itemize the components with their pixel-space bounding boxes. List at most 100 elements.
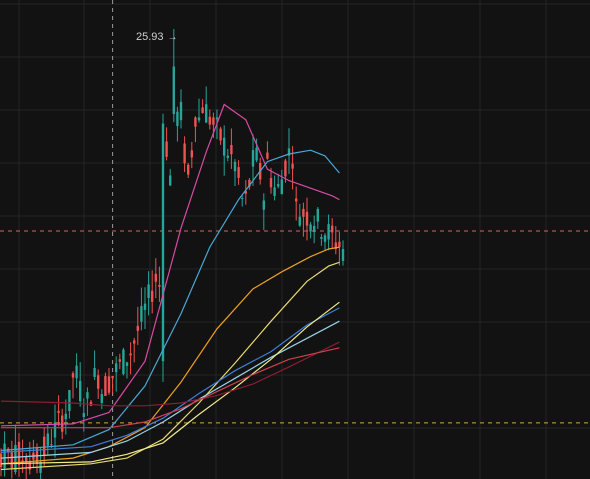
candle-body [194,117,197,127]
candle-body [201,107,204,113]
arrow-right-icon: → [167,32,178,43]
candle-body [143,303,147,310]
candle-body [295,198,298,202]
candle-body [251,150,255,167]
candle-body [100,394,103,403]
candle-body [341,249,345,261]
candle-body [14,444,17,473]
candle-body [179,101,183,121]
indicator-line-7 [0,301,340,465]
candle-body [244,191,247,194]
candle-body [327,224,330,240]
candle-body [122,349,125,375]
candle-body [338,241,341,248]
peak-price-value: 25.93 [136,31,164,43]
candle-body [212,117,215,125]
candle-body [334,242,337,249]
candle-body [187,164,190,175]
candle-body [118,359,121,362]
candle-body [287,148,291,156]
candle-body [309,224,312,232]
candle-body [136,325,139,331]
candle-body [291,163,294,169]
candle-body [237,167,240,178]
candle-body [82,413,85,417]
candle-body [25,456,28,463]
candle-body [64,413,67,420]
candle-body [89,401,93,406]
candle-body [97,375,100,389]
candle-body [50,444,53,446]
candle-body [147,284,150,299]
candle-body [305,211,309,226]
candle-body [176,111,179,127]
indicator-line-4 [0,261,340,471]
candle-body [28,461,31,470]
candle-body [3,443,6,468]
candle-body [277,184,280,187]
candle-body [68,390,71,412]
candle-body [104,376,107,396]
candle-body [151,290,154,302]
candle-body [248,179,251,187]
candle-body [190,150,193,158]
candle-body [53,422,57,438]
candle-body [302,208,305,217]
candle-body [165,141,168,157]
candle-body [172,66,175,115]
candle-body [79,380,82,402]
indicator-line-2 [0,149,340,452]
candle-body [140,306,143,322]
candle-body [233,161,237,172]
indicator-line-9 [1,347,340,429]
candle-body [0,453,3,468]
indicator-line-8 [0,341,340,407]
candle-body [255,147,258,161]
candle-body [133,340,136,344]
candle-body [219,128,222,141]
candle-body [266,152,269,159]
candle-body [223,137,226,156]
candle-body [320,237,323,239]
candle-body [57,410,60,413]
candle-body [208,116,211,125]
indicator-line-1 [0,103,340,427]
candle-body [161,123,165,362]
candle-body [316,208,319,222]
candle-body [125,362,129,366]
candle-body [280,179,283,195]
candle-body [183,143,186,164]
peak-price-annotation: 25.93 → [136,31,178,43]
candle-body [10,452,13,469]
candle-body [71,373,75,378]
candle-body [215,117,219,120]
candle-body [298,216,301,226]
candle-body [226,155,229,158]
candle-body [129,353,132,356]
candle-body [262,200,265,210]
candle-body [86,392,89,399]
candle-body [284,160,287,177]
candle-body [273,187,276,196]
candle-body [205,104,208,123]
candle-body [169,175,172,186]
candle-body [17,441,21,466]
candle-body [323,235,327,242]
candle-body [107,376,111,393]
candle-body [197,117,201,121]
candle-body [7,448,10,453]
candle-body [46,433,49,446]
candle-body [269,177,273,188]
candle-body [111,376,114,379]
candle-body [241,198,244,200]
indicator-line-5 [0,307,340,453]
candle-body [43,436,46,456]
candle-body [230,144,233,155]
candle-body [154,273,157,282]
candle-body [331,225,334,233]
candle-body [115,363,118,373]
candle-body [75,365,78,379]
candle-body [313,225,316,233]
